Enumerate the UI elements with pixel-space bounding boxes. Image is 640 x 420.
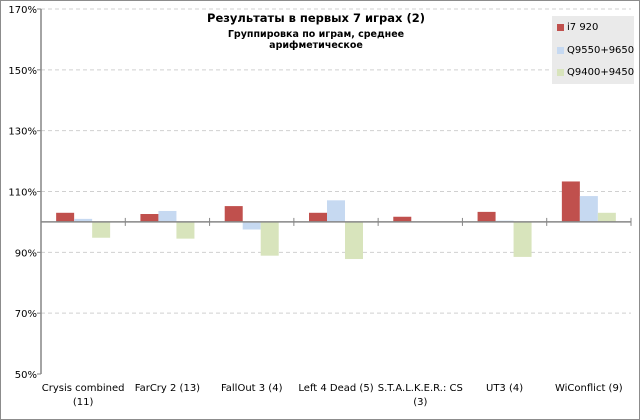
bar	[140, 214, 159, 222]
legend-swatch	[557, 47, 564, 54]
y-tick-label: 170%	[8, 5, 37, 16]
bar	[158, 210, 177, 222]
y-tick-label: 50%	[15, 370, 37, 381]
y-tick-label: 90%	[15, 248, 37, 259]
bar	[74, 218, 93, 222]
x-tick-label: UT3 (4)	[486, 383, 523, 394]
x-tick-label: Crysis combined	[42, 383, 125, 394]
chart-subtitle: Группировка по играм, среднее арифметиче…	[227, 29, 405, 51]
bar	[309, 212, 327, 222]
legend-item: Q9550+9650	[557, 45, 634, 56]
bar	[327, 200, 345, 222]
bar	[477, 211, 496, 222]
bar	[513, 221, 532, 257]
bar	[92, 221, 111, 238]
x-tick-label: S.T.A.L.K.E.R.: CS	[378, 383, 463, 394]
bar	[242, 221, 261, 230]
legend-swatch	[557, 69, 564, 76]
bar	[393, 216, 412, 222]
bar	[597, 212, 616, 222]
x-tick-label: Left 4 Dead (5)	[298, 383, 373, 394]
y-tick-label: 150%	[8, 66, 37, 77]
bar	[260, 221, 279, 256]
x-tick-label: FallOut 3 (4)	[221, 383, 283, 394]
legend-item: i7 920	[557, 22, 598, 33]
x-tick-label: FarCry 2 (13)	[135, 383, 200, 394]
legend-label: i7 920	[567, 22, 599, 33]
legend-label: Q9550+9650	[567, 45, 635, 56]
x-tick-label: WiConflict (9)	[555, 383, 623, 394]
bar	[579, 196, 598, 222]
bar	[56, 212, 75, 222]
chart-title: Результаты в первых 7 играх (2)	[207, 11, 425, 25]
bar	[561, 181, 580, 222]
bar	[224, 206, 243, 222]
bar	[176, 221, 195, 239]
y-tick-label: 130%	[8, 127, 37, 138]
bar	[345, 221, 363, 260]
y-tick-label: 110%	[8, 188, 37, 199]
legend: i7 920 Q9550+9650 Q9400+9450	[552, 16, 634, 84]
y-tick-label: 70%	[15, 309, 37, 320]
x-tick-label: (11)	[73, 397, 94, 408]
legend-label: Q9400+9450	[567, 67, 635, 78]
x-tick-label: (3)	[413, 397, 427, 408]
legend-swatch	[557, 24, 564, 31]
legend-item: Q9400+9450	[557, 67, 634, 78]
